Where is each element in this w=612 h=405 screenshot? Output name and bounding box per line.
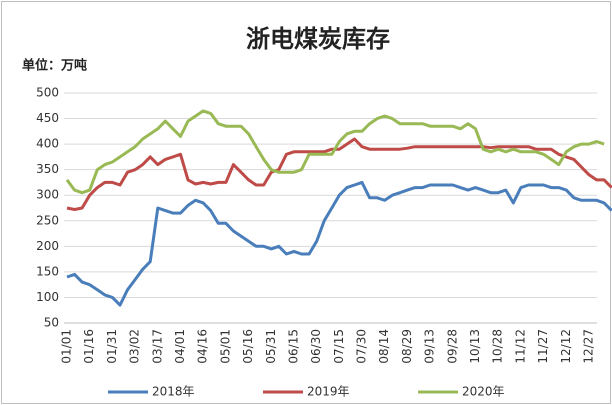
y-tick-label: 100 xyxy=(36,290,59,304)
x-tick-label: 06/30 xyxy=(309,329,323,364)
unit-label: 单位：万吨 xyxy=(22,58,87,74)
x-tick-label: 01/01 xyxy=(60,329,74,364)
y-tick-label: 450 xyxy=(36,111,59,125)
y-tick-label: 400 xyxy=(36,137,59,151)
x-tick-label: 11/12 xyxy=(513,329,527,364)
x-tick-label: 01/16 xyxy=(82,329,96,364)
x-tick-label: 07/15 xyxy=(332,329,346,364)
series-line xyxy=(66,180,612,307)
x-tick-label: 01/31 xyxy=(105,329,119,364)
x-tick-label: 06/15 xyxy=(286,329,300,364)
series-line xyxy=(65,109,605,195)
chart-title: 浙电煤炭库存 xyxy=(246,25,390,53)
x-tick-label: 12/27 xyxy=(582,329,596,364)
series-line xyxy=(66,137,612,211)
x-tick-label: 09/28 xyxy=(445,329,459,364)
x-tick-label: 08/14 xyxy=(377,329,391,364)
x-tick-label: 10/13 xyxy=(468,329,482,364)
x-tick-label: 04/01 xyxy=(173,329,187,364)
y-tick-label: 200 xyxy=(36,239,59,253)
x-tick-label: 03/17 xyxy=(150,329,164,364)
x-tick-label: 11/27 xyxy=(536,329,550,364)
x-tick-label: 12/12 xyxy=(559,329,573,364)
y-tick-label: 300 xyxy=(36,188,59,202)
x-tick-label: 05/16 xyxy=(241,329,255,364)
y-tick-label: 150 xyxy=(36,264,59,278)
y-tick-label: 50 xyxy=(44,316,59,330)
x-tick-label: 10/28 xyxy=(491,329,505,364)
legend-label: 2018年 xyxy=(152,385,195,399)
x-tick-label: 04/16 xyxy=(196,329,210,364)
x-tick-label: 05/01 xyxy=(218,329,232,364)
legend-label: 2020年 xyxy=(462,385,505,399)
x-tick-label: 08/29 xyxy=(400,329,414,364)
x-tick-label: 05/31 xyxy=(264,329,278,364)
y-tick-label: 350 xyxy=(36,162,59,176)
x-tick-label: 03/02 xyxy=(128,329,142,364)
x-tick-label: 09/13 xyxy=(423,329,437,364)
y-tick-label: 250 xyxy=(36,213,59,227)
x-tick-label: 07/30 xyxy=(355,329,369,364)
legend-label: 2019年 xyxy=(307,385,350,399)
y-tick-label: 500 xyxy=(36,86,59,100)
